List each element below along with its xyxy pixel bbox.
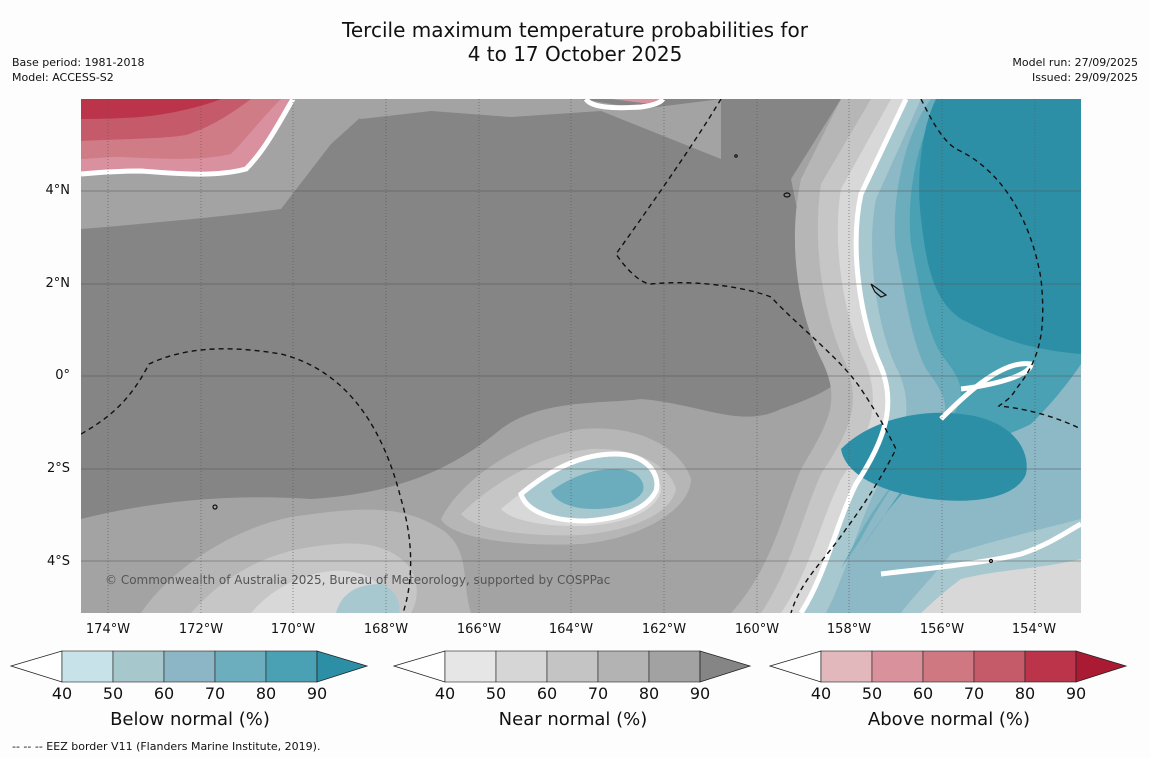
lon-label: 162°W — [641, 622, 687, 637]
title-line-2: 4 to 17 October 2025 — [467, 42, 683, 66]
title-line-1: Tercile maximum temperature probabilitie… — [342, 18, 808, 42]
issued-date: Issued: 29/09/2025 — [1031, 71, 1138, 84]
legend-below-normal — [9, 650, 370, 688]
islands — [212, 154, 994, 564]
colorbar-segment — [163, 650, 216, 683]
legend-above-normal — [768, 650, 1129, 688]
colorbar-segment — [214, 650, 267, 683]
above-60-north — [611, 99, 661, 104]
colorbar-segment — [61, 650, 114, 683]
colorbar-segment — [648, 650, 701, 683]
lon-label: 166°W — [456, 622, 502, 637]
colorbar-tick-label: 50 — [861, 684, 883, 703]
colorbar-tick-label: 70 — [204, 684, 226, 703]
lon-label: 174°W — [85, 622, 131, 637]
colorbar-tick-label: 90 — [306, 684, 328, 703]
lat-label: 0° — [55, 368, 70, 383]
colorbar-segment — [1024, 650, 1077, 683]
legend-title-below: Below normal (%) — [110, 709, 270, 730]
model-name: Model: ACCESS-S2 — [12, 71, 114, 84]
colorbar-svg — [768, 650, 1128, 683]
colorbar-segment — [820, 650, 873, 683]
colorbar-segment — [922, 650, 975, 683]
boundary-above-north — [583, 99, 666, 111]
colorbar-tick-label: 40 — [51, 684, 73, 703]
legend-title-near: Near normal (%) — [498, 709, 648, 730]
probability-map — [81, 99, 1081, 613]
lon-label: 172°W — [178, 622, 224, 637]
colorbar-tick-label: 40 — [434, 684, 456, 703]
colorbar-segment — [546, 650, 599, 683]
below-70-central — [551, 469, 644, 509]
lon-label: 158°W — [826, 622, 872, 637]
colorbar-tick-label: 80 — [1014, 684, 1036, 703]
meta-left: Base period: 1981-2018 Model: ACCESS-S2 — [12, 55, 144, 85]
colorbar-tick-label: 70 — [587, 684, 609, 703]
below-50-southwest — [336, 584, 400, 613]
near-80-northcentral — [311, 99, 721, 159]
meta-right: Model run: 27/09/2025 Issued: 29/09/2025 — [1012, 55, 1138, 85]
colorbar-tick-label: 60 — [912, 684, 934, 703]
colorbar-segment — [871, 650, 924, 683]
model-run: Model run: 27/09/2025 — [1012, 56, 1138, 69]
colorbar-tick-label: 60 — [536, 684, 558, 703]
colorbar-high-extend — [316, 650, 369, 683]
colorbar-tick-label: 90 — [1065, 684, 1087, 703]
colorbar-svg — [392, 650, 752, 683]
lon-label: 160°W — [734, 622, 780, 637]
eez-borders — [81, 99, 1081, 613]
latitude-lines — [81, 190, 1081, 562]
colorbar-segment — [495, 650, 548, 683]
colorbar-high-extend — [1075, 650, 1128, 683]
boundary-below-central — [518, 451, 660, 524]
boundary-below-south — [880, 521, 1081, 577]
chart-title: Tercile maximum temperature probabilitie… — [0, 18, 1150, 66]
colorbar-low-extend — [768, 650, 822, 683]
below-90-se — [841, 412, 1027, 501]
colorbar-low-extend — [392, 650, 446, 683]
above-90-nw — [81, 99, 221, 119]
map-panel — [81, 99, 1081, 613]
lat-label: 2°S — [46, 461, 70, 476]
lon-label: 168°W — [363, 622, 409, 637]
lat-label: 4°S — [46, 554, 70, 569]
colorbar-segment — [444, 650, 497, 683]
colorbar-tick-label: 90 — [689, 684, 711, 703]
lon-label: 154°W — [1011, 622, 1057, 637]
colorbar-tick-label: 60 — [153, 684, 175, 703]
legend-near-normal — [392, 650, 753, 688]
colorbar-svg — [9, 650, 369, 683]
boundary-below-se — [939, 361, 1034, 421]
lon-label: 164°W — [548, 622, 594, 637]
colorbar-tick-label: 40 — [810, 684, 832, 703]
lat-label: 4°N — [45, 183, 71, 198]
eez-footnote: -- -- -- EEZ border V11 (Flanders Marine… — [12, 740, 321, 753]
colorbar-tick-label: 80 — [255, 684, 277, 703]
copyright-text: © Commonwealth of Australia 2025, Bureau… — [105, 573, 611, 587]
base-period: Base period: 1981-2018 — [12, 56, 145, 69]
colorbar-segment — [973, 650, 1026, 683]
colorbar-tick-label: 70 — [963, 684, 985, 703]
boundary-above-nw — [81, 99, 296, 177]
colorbar-tick-label: 50 — [102, 684, 124, 703]
colorbar-tick-label: 80 — [638, 684, 660, 703]
colorbar-low-extend — [9, 650, 63, 683]
colorbar-segment — [265, 650, 318, 683]
boundary-below-east — [798, 99, 909, 613]
lat-label: 2°N — [45, 276, 71, 291]
colorbar-segment — [112, 650, 165, 683]
colorbar-segment — [597, 650, 650, 683]
below-90-ne — [919, 99, 1081, 354]
lon-label: 156°W — [919, 622, 965, 637]
colorbar-tick-label: 50 — [485, 684, 507, 703]
colorbar-high-extend — [699, 650, 752, 683]
legend-title-above: Above normal (%) — [867, 709, 1031, 730]
lon-label: 170°W — [270, 622, 316, 637]
